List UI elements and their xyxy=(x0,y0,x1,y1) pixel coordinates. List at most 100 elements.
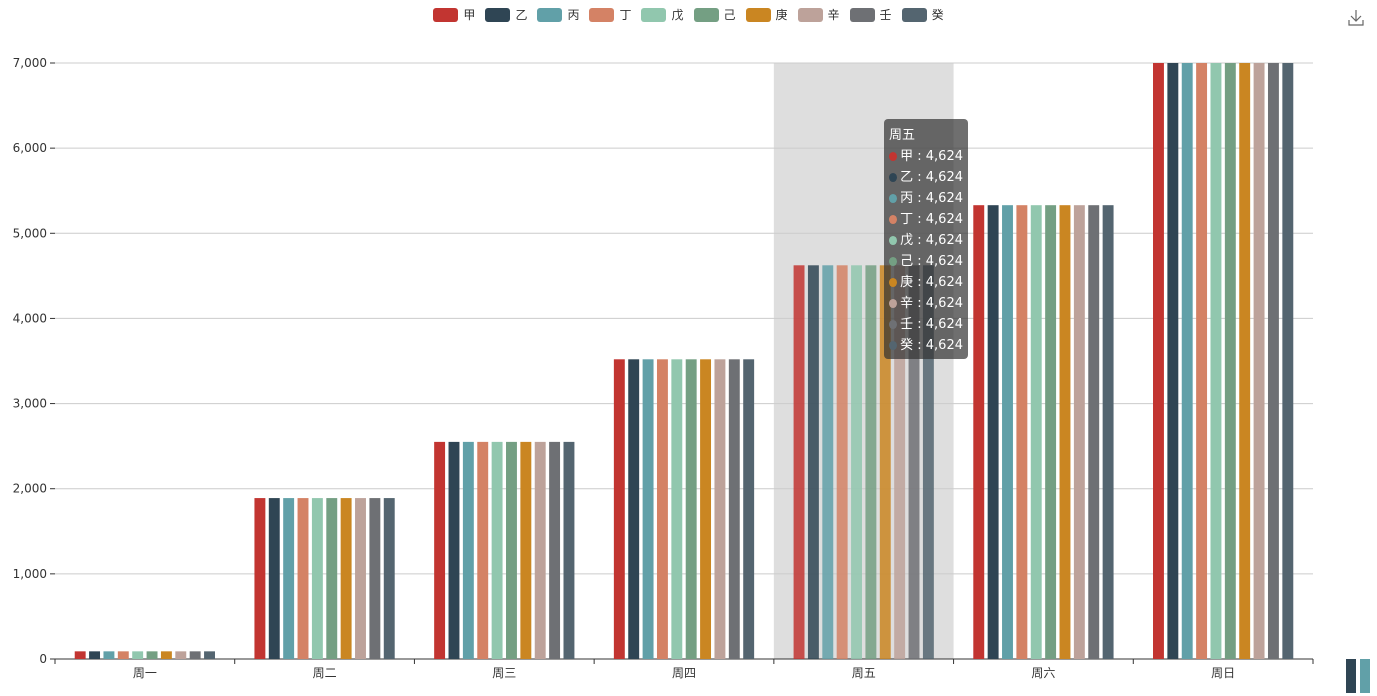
bar-己-周五[interactable] xyxy=(865,265,877,659)
legend-item-庚[interactable]: 庚 xyxy=(745,6,788,23)
bar-庚-周一[interactable] xyxy=(160,651,172,659)
bar-癸-周一[interactable] xyxy=(204,651,215,659)
bar-丙-周日[interactable] xyxy=(1181,63,1193,659)
bar-癸-周四[interactable] xyxy=(743,359,755,659)
bar-壬-周二[interactable] xyxy=(369,498,381,659)
legend-swatch xyxy=(537,7,563,22)
legend-swatch xyxy=(797,7,823,22)
bar-癸-周三[interactable] xyxy=(563,441,575,659)
bar-甲-周二[interactable] xyxy=(254,498,266,659)
bar-己-周三[interactable] xyxy=(506,441,517,659)
bar-辛-周日[interactable] xyxy=(1253,63,1265,659)
bar-庚-周二[interactable] xyxy=(340,498,352,659)
legend-swatch xyxy=(589,7,615,22)
legend-swatch xyxy=(433,7,459,22)
x-tick-label: 周一 xyxy=(133,666,157,680)
bar-辛-周五[interactable] xyxy=(894,265,906,659)
bar-壬-周五[interactable] xyxy=(908,265,920,659)
bar-乙-周日[interactable] xyxy=(1167,63,1179,659)
bar-丁-周三[interactable] xyxy=(477,441,489,659)
bar-壬-周三[interactable] xyxy=(549,441,561,659)
bar-戊-周一[interactable] xyxy=(132,651,144,659)
tooltip-value: 4,624 xyxy=(925,338,963,353)
y-tick-label: 6,000 xyxy=(13,141,47,155)
legend-label: 庚 xyxy=(775,8,788,22)
y-tick-label: 3,000 xyxy=(13,397,47,411)
series-dot xyxy=(889,299,898,308)
bar-丙-周六[interactable] xyxy=(1002,205,1013,659)
bar-甲-周四[interactable] xyxy=(613,359,625,659)
bar-甲-周六[interactable] xyxy=(973,205,985,659)
bar-庚-周日[interactable] xyxy=(1239,63,1251,659)
bar-甲-周三[interactable] xyxy=(434,441,446,659)
legend-item-丁[interactable]: 丁 xyxy=(589,6,631,23)
legend-item-戊[interactable]: 戊 xyxy=(641,6,684,23)
bar-丁-周五[interactable] xyxy=(836,265,848,659)
bar-己-周一[interactable] xyxy=(146,651,158,659)
bar-戊-周四[interactable] xyxy=(671,359,683,659)
legend-item-辛[interactable]: 辛 xyxy=(797,6,840,23)
bar-丙-周三[interactable] xyxy=(462,441,474,659)
legend-label: 甲 xyxy=(463,8,476,22)
bar-壬-周四[interactable] xyxy=(728,359,740,659)
bar-辛-周四[interactable] xyxy=(714,359,726,659)
bar-乙-周二[interactable] xyxy=(268,498,280,659)
bar-戊-周二[interactable] xyxy=(311,498,323,659)
bar-丁-周一[interactable] xyxy=(117,651,129,659)
legend-item-甲[interactable]: 甲 xyxy=(433,6,475,23)
bar-癸-周二[interactable] xyxy=(383,498,395,659)
bar-甲-周日[interactable] xyxy=(1153,63,1164,659)
bar-丙-周二[interactable] xyxy=(283,498,295,659)
tooltip-row: 乙 : 4,624 xyxy=(889,167,963,188)
bar-乙-周四[interactable] xyxy=(628,359,640,659)
bar-乙-周六[interactable] xyxy=(987,205,999,659)
bar-壬-周一[interactable] xyxy=(189,651,201,659)
y-tick-label: 7,000 xyxy=(13,56,47,70)
bar-乙-周三[interactable] xyxy=(448,441,460,659)
bar-戊-周五[interactable] xyxy=(851,265,862,659)
tooltip-value: 4,624 xyxy=(925,191,963,206)
legend-item-丙[interactable]: 丙 xyxy=(537,6,579,23)
bar-辛-周三[interactable] xyxy=(534,441,546,659)
bar-己-周二[interactable] xyxy=(326,498,338,659)
bar-己-周四[interactable] xyxy=(685,359,697,659)
bar-辛-周六[interactable] xyxy=(1073,205,1085,659)
tooltip-series: 己 xyxy=(900,254,914,269)
bar-丁-周日[interactable] xyxy=(1196,63,1208,659)
bar-甲-周一[interactable] xyxy=(74,651,86,659)
bar-丙-周五[interactable] xyxy=(822,265,834,659)
bar-丁-周二[interactable] xyxy=(297,498,309,659)
bar-辛-周一[interactable] xyxy=(175,651,187,659)
bar-壬-周日[interactable] xyxy=(1267,63,1279,659)
bar-己-周六[interactable] xyxy=(1045,205,1057,659)
legend-item-己[interactable]: 己 xyxy=(693,6,736,23)
legend-item-壬[interactable]: 壬 xyxy=(849,6,892,23)
bar-乙-周五[interactable] xyxy=(807,265,819,659)
tooltip-series: 丙 xyxy=(900,191,914,206)
x-tick-label: 周五 xyxy=(852,666,876,680)
bar-乙-周一[interactable] xyxy=(89,651,101,659)
legend-item-乙[interactable]: 乙 xyxy=(485,6,527,23)
legend-label: 己 xyxy=(723,8,736,22)
bar-癸-周日[interactable] xyxy=(1282,63,1294,659)
download-icon[interactable] xyxy=(1346,8,1366,28)
bar-癸-周五[interactable] xyxy=(922,265,934,659)
legend-item-癸[interactable]: 癸 xyxy=(901,6,944,23)
bar-甲-周五[interactable] xyxy=(793,265,805,659)
bar-己-周日[interactable] xyxy=(1224,63,1236,659)
bar-丁-周四[interactable] xyxy=(656,359,668,659)
bar-庚-周六[interactable] xyxy=(1059,205,1071,659)
bar-丁-周六[interactable] xyxy=(1016,205,1028,659)
bar-癸-周六[interactable] xyxy=(1102,205,1114,659)
bar-庚-周三[interactable] xyxy=(520,441,532,659)
bar-庚-周五[interactable] xyxy=(879,265,891,659)
bar-戊-周日[interactable] xyxy=(1210,63,1222,659)
bar-丙-周四[interactable] xyxy=(642,359,654,659)
bar-辛-周二[interactable] xyxy=(355,498,366,659)
tooltip-row: 戊 : 4,624 xyxy=(889,230,963,251)
bar-壬-周六[interactable] xyxy=(1088,205,1100,659)
bar-戊-周三[interactable] xyxy=(491,441,503,659)
bar-庚-周四[interactable] xyxy=(700,359,712,659)
bar-戊-周六[interactable] xyxy=(1030,205,1042,659)
bar-丙-周一[interactable] xyxy=(103,651,115,659)
